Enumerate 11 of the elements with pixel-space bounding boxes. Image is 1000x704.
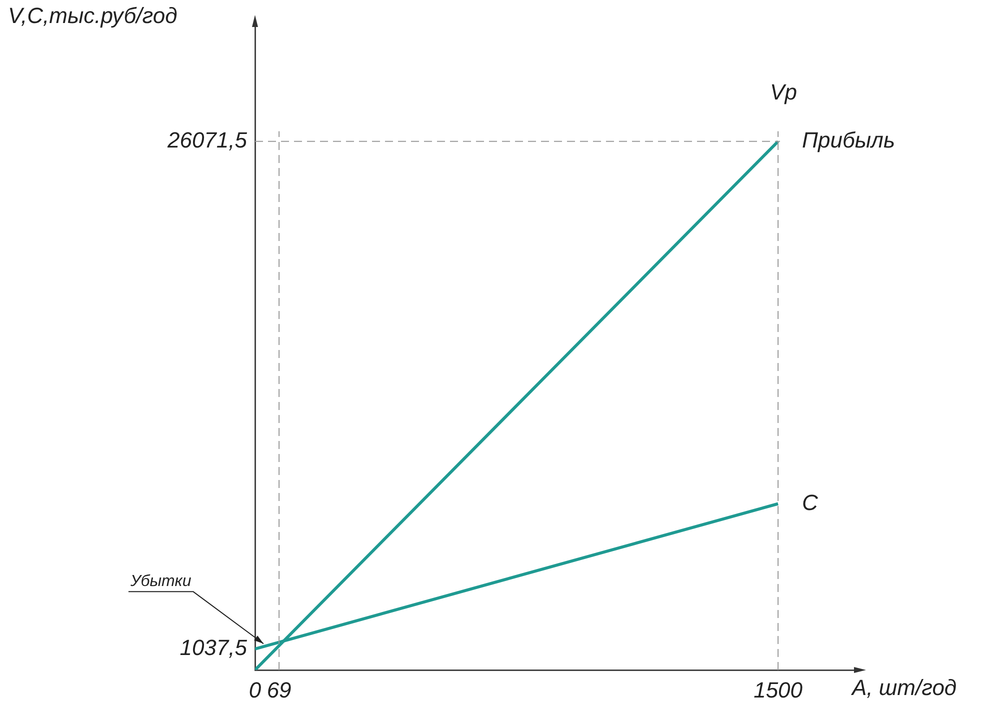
x-tick-label: 0 <box>248 677 262 702</box>
y-tick-label: 1037,5 <box>180 635 248 660</box>
annotation: Убытки <box>129 573 192 590</box>
series-label: C <box>802 490 818 515</box>
x-tick-label: 69 <box>266 677 292 702</box>
y-axis-title: V,C,тыс.руб/год <box>8 3 178 28</box>
x-tick-label: 1500 <box>754 677 804 702</box>
series-label: Vp <box>770 80 797 105</box>
x-axis-title: А, шт/год <box>850 675 957 700</box>
y-tick-label: 26071,5 <box>166 128 248 153</box>
annotation: Прибыль <box>802 128 896 153</box>
